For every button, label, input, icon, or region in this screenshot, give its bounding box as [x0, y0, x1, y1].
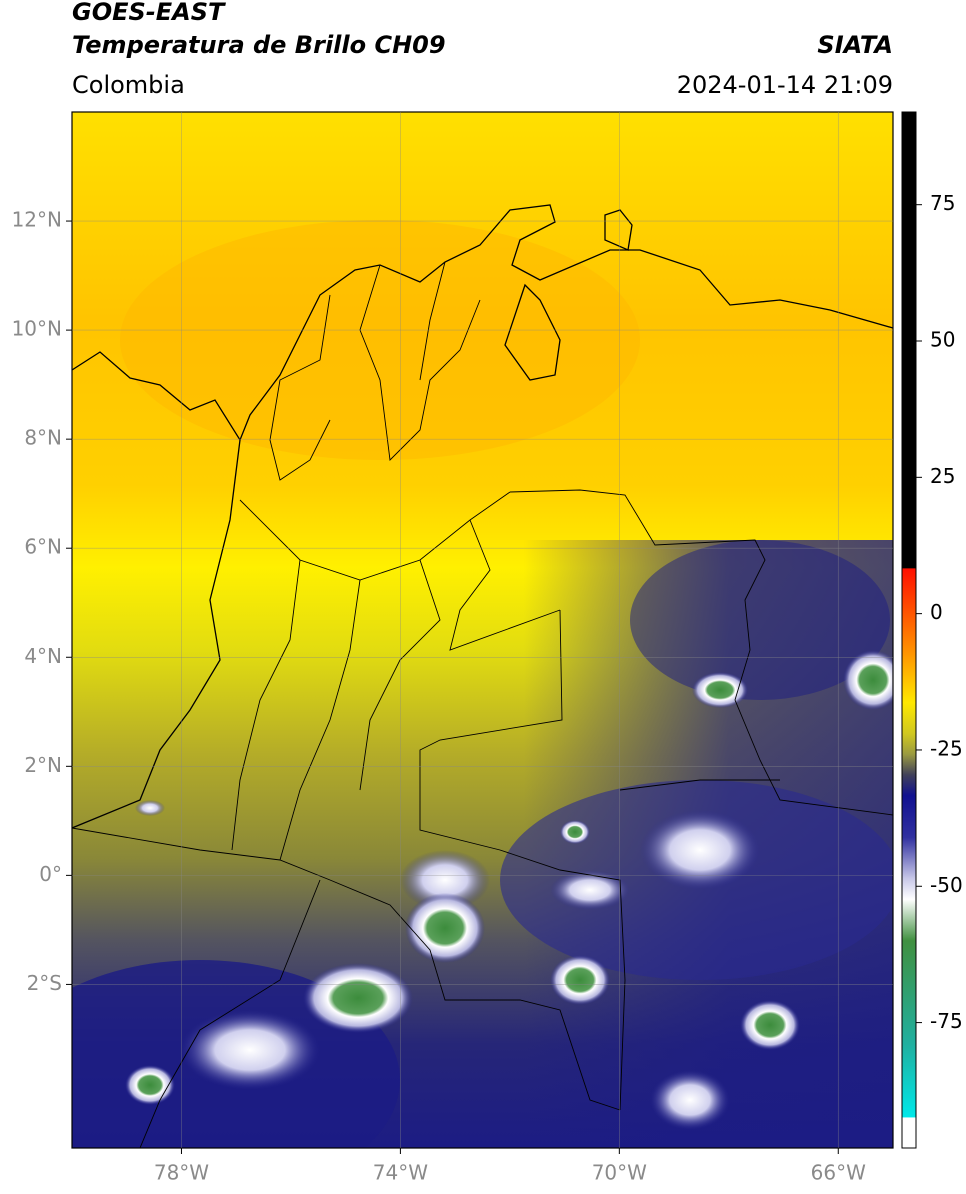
borders — [72, 261, 893, 1148]
colorbar-tick-label: 75 — [930, 191, 955, 215]
y-tick-label: 12°N — [12, 208, 62, 232]
colorbar — [901, 111, 917, 1149]
colorbar-tick-label: 50 — [930, 328, 955, 352]
y-tick-label: 2°S — [27, 971, 62, 995]
datetime-label: 2024-01-14 21:09 — [677, 71, 893, 99]
colorbar-tick-label: -25 — [930, 736, 963, 760]
region-label: Colombia — [72, 71, 185, 99]
graticule — [66, 112, 893, 1154]
y-tick-label: 8°N — [24, 426, 62, 450]
x-tick-label: 70°W — [592, 1161, 647, 1185]
satellite-title: GOES-EAST — [72, 0, 226, 26]
map-frame — [71, 111, 894, 1149]
satellite-image — [72, 112, 893, 1148]
colorbar-tick-label: 25 — [930, 464, 955, 488]
source-label: SIATA — [817, 31, 893, 59]
y-tick-label: 6°N — [24, 535, 62, 559]
x-tick-label: 66°W — [811, 1161, 866, 1185]
y-tick-label: 0° — [39, 862, 62, 886]
y-tick-label: 10°N — [12, 317, 62, 341]
coastlines — [72, 204, 893, 829]
colorbar-tick-label: -75 — [930, 1009, 963, 1033]
y-tick-label: 4°N — [24, 644, 62, 668]
product-title: Temperatura de Brillo CH09 — [72, 31, 446, 59]
colorbar-tick-label: -50 — [930, 873, 963, 897]
x-tick-label: 74°W — [373, 1161, 428, 1185]
colorbar-tick-label: 0 — [930, 600, 943, 624]
y-tick-label: 2°N — [24, 753, 62, 777]
x-tick-label: 78°W — [154, 1161, 209, 1185]
header: GOES-EAST Temperatura de Brillo CH09 Col… — [72, 0, 893, 99]
